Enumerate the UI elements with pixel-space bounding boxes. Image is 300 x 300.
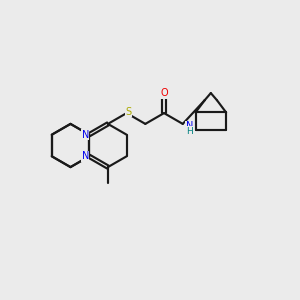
Text: O: O [160,88,168,98]
Text: H: H [186,127,193,136]
Text: N: N [82,151,89,161]
Text: N: N [82,130,89,140]
Text: N: N [186,121,193,131]
Text: S: S [125,106,131,117]
